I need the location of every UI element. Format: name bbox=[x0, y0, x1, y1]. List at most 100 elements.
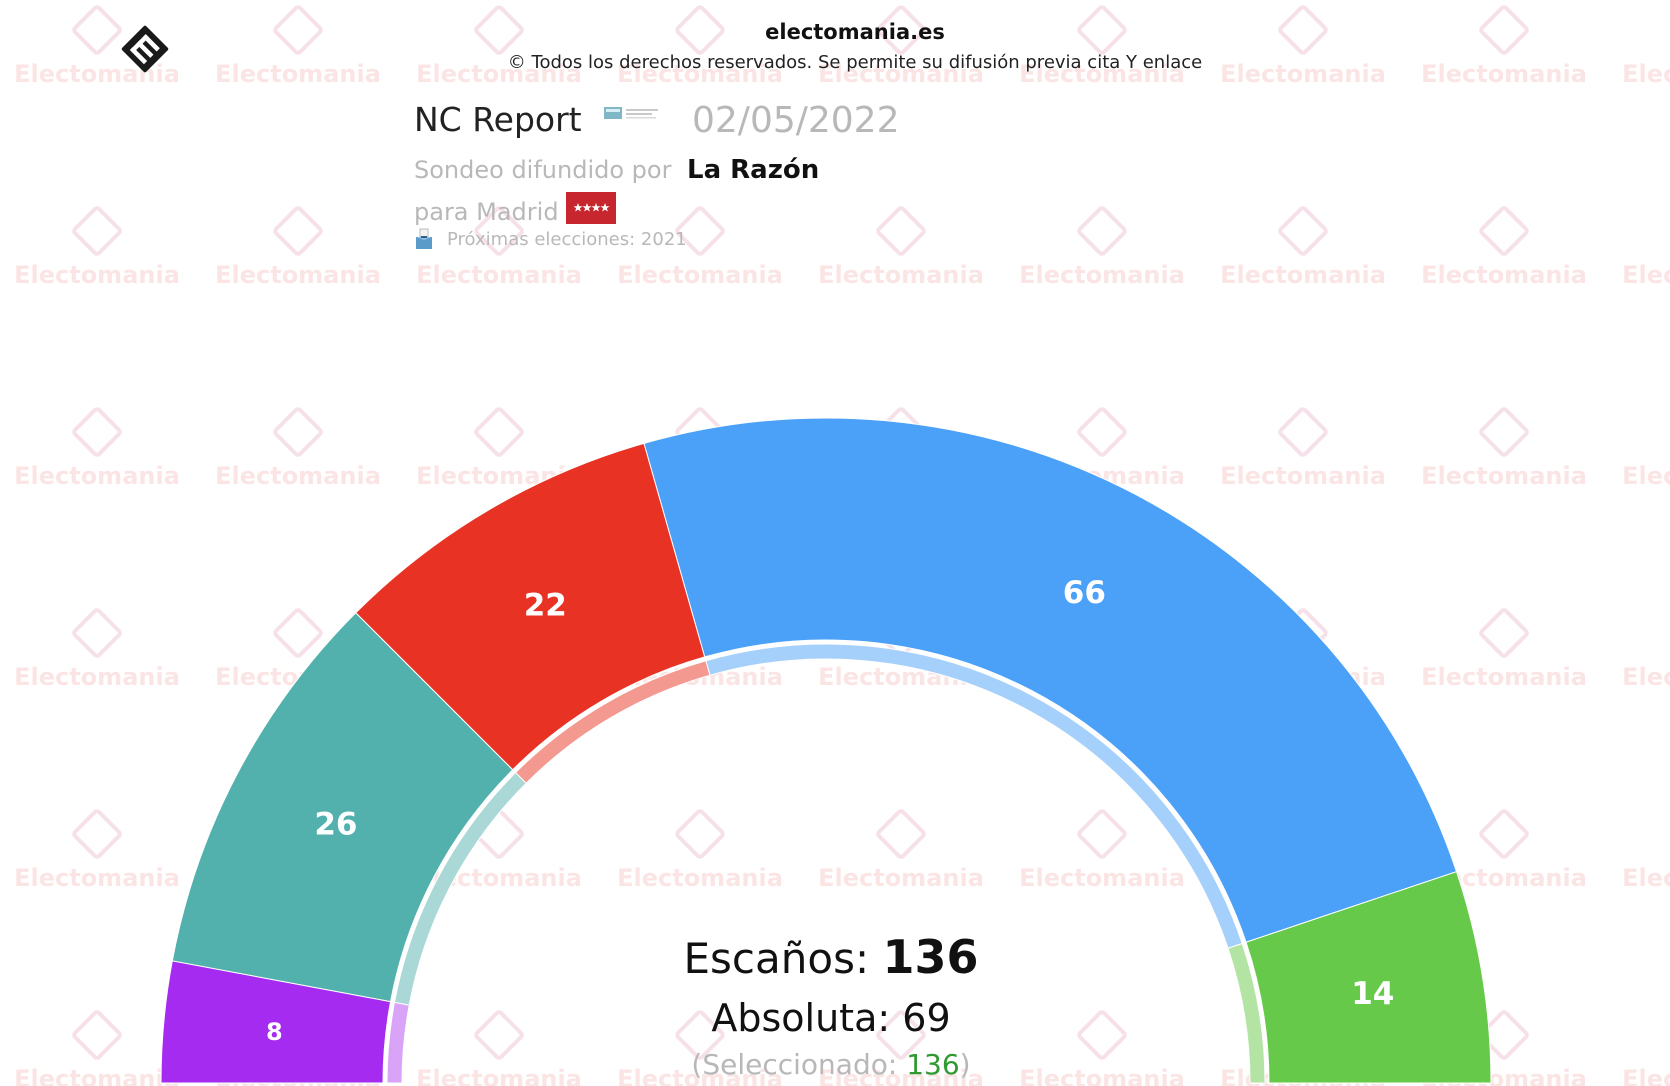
svg-text:Electomania: Electomania bbox=[14, 663, 180, 691]
selected-seats-value: 136 bbox=[906, 1048, 960, 1081]
seat-count-label: 26 bbox=[314, 807, 357, 843]
watermark-tile: Electomania bbox=[416, 1010, 582, 1086]
watermark-tile: Electomania bbox=[617, 206, 783, 289]
watermark-tile: Electomania bbox=[1220, 5, 1386, 88]
absolute-majority-summary: Absoluta: 69 bbox=[0, 996, 1662, 1040]
svg-text:Electomania: Electomania bbox=[818, 1065, 984, 1086]
watermark-tile: Electomania bbox=[1622, 462, 1670, 490]
svg-text:Electomania: Electomania bbox=[1220, 60, 1386, 88]
seat-count-label: 8 bbox=[266, 1018, 283, 1046]
svg-text:Electomania: Electomania bbox=[617, 60, 783, 88]
svg-text:Electomania: Electomania bbox=[215, 261, 381, 289]
selected-seats-summary: (Seleccionado: 136) bbox=[0, 1048, 1662, 1081]
majority-label: Absoluta: bbox=[711, 996, 891, 1040]
watermark-tile: Electomania bbox=[617, 1010, 783, 1086]
watermark-tile: Electomania bbox=[818, 206, 984, 289]
svg-text:Electomania: Electomania bbox=[1622, 261, 1670, 289]
published-by-label: Sondeo difundido por bbox=[414, 156, 672, 184]
seats-label: Escaños: bbox=[683, 934, 870, 983]
watermark-tile: Electomania bbox=[1019, 1010, 1185, 1086]
svg-text:Electomania: Electomania bbox=[617, 1065, 783, 1086]
watermark-tile: Electomania bbox=[1421, 608, 1587, 691]
site-name[interactable]: electomania.es bbox=[765, 20, 945, 44]
seats-total-value: 136 bbox=[882, 930, 979, 984]
seat-count-label: 14 bbox=[1351, 976, 1394, 1012]
watermark-tile: Electomania bbox=[818, 1010, 984, 1086]
svg-text:Electomania: Electomania bbox=[1019, 864, 1185, 892]
svg-text:Electomania: Electomania bbox=[1220, 261, 1386, 289]
watermark-tile: Electomania bbox=[1421, 5, 1587, 88]
svg-text:Electomania: Electomania bbox=[14, 261, 180, 289]
hemicycle-segment[interactable] bbox=[1245, 871, 1492, 1084]
pollster-name: NC Report bbox=[414, 100, 582, 139]
watermark-tile: Electomania bbox=[215, 407, 381, 490]
svg-text:Electomania: Electomania bbox=[1622, 1065, 1670, 1086]
watermark-tile: Electomania bbox=[818, 809, 984, 892]
svg-text:Electomania: Electomania bbox=[1622, 663, 1670, 691]
selected-open-label: (Seleccionado: bbox=[691, 1048, 898, 1081]
svg-text:Electomania: Electomania bbox=[215, 462, 381, 490]
electomania-logo-icon[interactable] bbox=[118, 22, 172, 76]
watermark-tile: Electomania bbox=[1421, 407, 1587, 490]
watermark-tile: Electomania bbox=[1421, 206, 1587, 289]
watermark-tile: Electomania bbox=[617, 5, 783, 88]
poll-date: 02/05/2022 bbox=[692, 100, 900, 141]
svg-text:Electomania: Electomania bbox=[416, 1065, 582, 1086]
pollster-logo-icon bbox=[604, 107, 658, 119]
svg-text:Electomania: Electomania bbox=[14, 1065, 180, 1086]
watermark-tile: Electomania bbox=[416, 206, 582, 289]
watermark-tile: Electomania bbox=[1622, 1065, 1670, 1086]
watermark-tile: Electomania bbox=[215, 206, 381, 289]
svg-text:Electomania: Electomania bbox=[1019, 1065, 1185, 1086]
copyright-notice: © Todos los derechos reservados. Se perm… bbox=[507, 52, 1203, 73]
total-seats-summary: Escaños: 136 bbox=[0, 930, 1662, 984]
watermark-tile: Electomania bbox=[1220, 206, 1386, 289]
svg-text:Electomania: Electomania bbox=[818, 60, 984, 88]
madrid-flag-icon bbox=[566, 192, 616, 224]
svg-text:Electomania: Electomania bbox=[1019, 60, 1185, 88]
media-name: La Razón bbox=[687, 155, 820, 185]
svg-text:Electomania: Electomania bbox=[818, 864, 984, 892]
next-elections-info: Próximas elecciones: 2021 bbox=[447, 229, 687, 250]
ballot-box-icon bbox=[416, 228, 432, 249]
svg-text:Electomania: Electomania bbox=[14, 864, 180, 892]
svg-text:Electomania: Electomania bbox=[1421, 60, 1587, 88]
svg-text:Electomania: Electomania bbox=[617, 864, 783, 892]
watermark-tile: Electomania bbox=[1622, 60, 1670, 88]
svg-text:Electomania: Electomania bbox=[1622, 60, 1670, 88]
svg-text:Electomania: Electomania bbox=[416, 261, 582, 289]
watermark-tile: Electomania bbox=[416, 5, 582, 88]
hemicycle-segment[interactable] bbox=[643, 417, 1458, 943]
watermark-tile: Electomania bbox=[818, 5, 984, 88]
watermark-tile: Electomania bbox=[1622, 864, 1670, 892]
svg-text:Electomania: Electomania bbox=[1622, 864, 1670, 892]
region-label: para Madrid bbox=[414, 198, 559, 226]
watermark-tile: Electomania bbox=[1220, 407, 1386, 490]
watermark-tile: Electomania bbox=[1019, 206, 1185, 289]
watermark-tile: Electomania bbox=[14, 608, 180, 691]
seat-count-label: 22 bbox=[524, 587, 567, 623]
svg-text:Electomania: Electomania bbox=[416, 60, 582, 88]
svg-text:Electomania: Electomania bbox=[818, 261, 984, 289]
svg-text:Electomania: Electomania bbox=[1421, 462, 1587, 490]
svg-text:Electomania: Electomania bbox=[1421, 261, 1587, 289]
svg-text:Electomania: Electomania bbox=[1622, 462, 1670, 490]
hemicycle-inner-band bbox=[1227, 942, 1266, 1084]
svg-text:Electomania: Electomania bbox=[1220, 462, 1386, 490]
watermark-tile: Electomania bbox=[1622, 663, 1670, 691]
majority-value: 69 bbox=[902, 996, 951, 1040]
svg-text:Electomania: Electomania bbox=[1421, 663, 1587, 691]
svg-text:Electomania: Electomania bbox=[14, 462, 180, 490]
watermark-tile: Electomania bbox=[14, 407, 180, 490]
watermark-tile: Electomania bbox=[617, 809, 783, 892]
svg-text:Electomania: Electomania bbox=[1019, 261, 1185, 289]
seat-count-label: 66 bbox=[1063, 575, 1106, 611]
watermark-tile: Electomania bbox=[1622, 261, 1670, 289]
watermark-tile: Electomania bbox=[14, 206, 180, 289]
watermark-tile: Electomania bbox=[1019, 809, 1185, 892]
watermark-tile: Electomania bbox=[1019, 5, 1185, 88]
watermark-tile: Electomania bbox=[14, 1010, 180, 1086]
svg-text:Electomania: Electomania bbox=[617, 261, 783, 289]
watermark-tile: Electomania bbox=[14, 809, 180, 892]
